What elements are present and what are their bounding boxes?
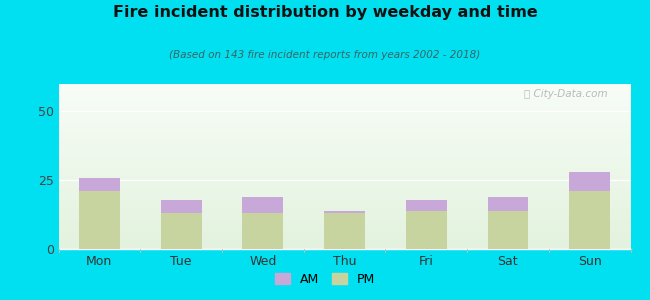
Bar [79,191,120,249]
Text: Fire incident distribution by weekday and time: Fire incident distribution by weekday an… [112,4,538,20]
Bar [242,197,283,213]
Bar [242,213,283,249]
Legend: AM, PM: AM, PM [270,268,380,291]
Bar [569,191,610,249]
Bar [406,211,447,249]
Bar [488,197,528,211]
Bar [161,200,202,213]
Bar [324,211,365,213]
Bar [569,172,610,191]
Bar [488,211,528,249]
Bar [79,178,120,191]
Bar [324,213,365,249]
Text: Ⓢ City-Data.com: Ⓢ City-Data.com [524,89,608,99]
Bar [406,200,447,211]
Bar [161,213,202,249]
Text: (Based on 143 fire incident reports from years 2002 - 2018): (Based on 143 fire incident reports from… [170,50,480,59]
